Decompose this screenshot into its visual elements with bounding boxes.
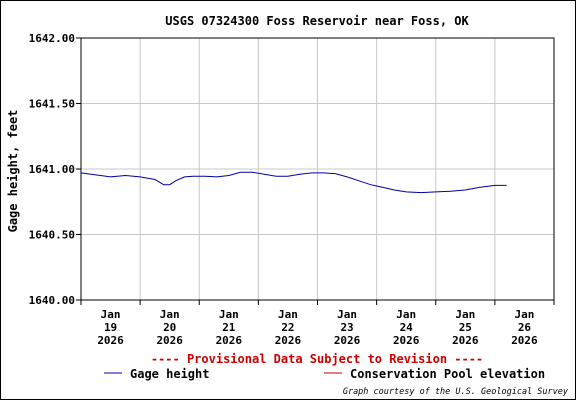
x-tick-label: 22 [281, 321, 294, 334]
x-tick-label: 20 [163, 321, 176, 334]
gage-height-line [80, 171, 507, 194]
y-tick-label: 1642.00 [29, 32, 75, 45]
x-tick-label: 21 [222, 321, 236, 334]
x-tick-label: 23 [340, 321, 353, 334]
x-tick-label: Jan [219, 308, 239, 321]
x-tick-label: Jan [455, 308, 475, 321]
x-tick-label: 26 [518, 321, 532, 334]
x-tick-label: 2026 [393, 334, 420, 347]
x-tick-label: Jan [160, 308, 180, 321]
y-tick-label: 1640.00 [29, 294, 75, 307]
x-tick-label: 25 [459, 321, 472, 334]
y-tick-label: 1640.50 [29, 229, 75, 242]
x-tick-label: Jan [278, 308, 298, 321]
y-axis-label: Gage height, feet [6, 110, 20, 233]
legend-gage-height-label: Gage height [130, 367, 209, 381]
x-axis-ticks: Jan192026Jan202026Jan212026Jan222026Jan2… [80, 300, 555, 347]
x-tick-label: Jan [101, 308, 121, 321]
grid [81, 37, 554, 301]
x-tick-label: Jan [396, 308, 416, 321]
x-tick-label: 2026 [216, 334, 243, 347]
x-tick-label: 24 [400, 321, 414, 334]
legend-conservation-pool-label: Conservation Pool elevation [350, 367, 545, 381]
legend: Gage height Conservation Pool elevation [104, 367, 545, 381]
credit-text: Graph courtesy of the U.S. Geological Su… [343, 387, 569, 397]
x-tick-label: 2026 [156, 334, 183, 347]
x-tick-label: 2026 [334, 334, 361, 347]
y-axis-ticks: 1640.00 1640.50 1641.00 1641.50 1642.00 [29, 32, 81, 307]
chart-title: USGS 07324300 Foss Reservoir near Foss, … [165, 14, 469, 28]
provisional-notice: ---- Provisional Data Subject to Revisio… [151, 352, 483, 366]
x-tick-label: Jan [337, 308, 357, 321]
x-tick-label: 2026 [511, 334, 538, 347]
x-tick-label: 19 [104, 321, 117, 334]
x-tick-label: 2026 [97, 334, 124, 347]
y-tick-label: 1641.50 [29, 98, 75, 111]
x-tick-label: Jan [515, 308, 535, 321]
x-tick-label: 2026 [275, 334, 302, 347]
y-tick-label: 1641.00 [29, 163, 75, 176]
x-tick-label: 2026 [452, 334, 479, 347]
